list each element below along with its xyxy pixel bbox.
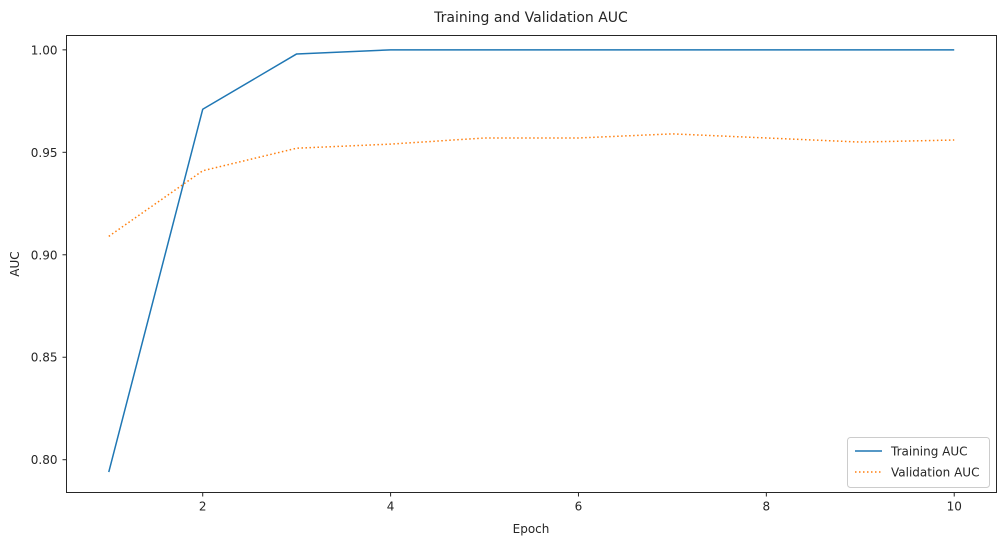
- chart-title: Training and Validation AUC: [433, 10, 628, 26]
- y-axis-label: AUC: [8, 251, 22, 276]
- x-tick-label: 2: [199, 500, 207, 514]
- series-layer: [108, 49, 955, 473]
- series-line-training-auc: [108, 49, 955, 473]
- y-tick-label: 0.95: [31, 146, 58, 160]
- x-axis-ticks: 2 4 6 8 10: [199, 492, 962, 514]
- y-axis-ticks: 0.80 0.85 0.90 0.95 1.00: [31, 43, 67, 467]
- series-line-validation-auc: [108, 133, 955, 237]
- legend-box: [847, 437, 990, 488]
- legend-label-validation-auc: Validation AUC: [891, 466, 979, 480]
- y-tick-label: 1.00: [31, 43, 58, 57]
- x-axis-label: Epoch: [513, 522, 550, 536]
- x-tick-label: 10: [947, 500, 962, 514]
- plot-area-frame: [66, 35, 997, 493]
- legend: Training AUC Validation AUC: [847, 437, 990, 488]
- y-tick-label: 0.80: [31, 453, 58, 467]
- legend-label-training-auc: Training AUC: [890, 445, 968, 459]
- x-tick-label: 8: [763, 500, 771, 514]
- x-tick-label: 4: [387, 500, 395, 514]
- y-tick-label: 0.85: [31, 351, 58, 365]
- x-tick-label: 6: [575, 500, 583, 514]
- y-tick-label: 0.90: [31, 248, 58, 262]
